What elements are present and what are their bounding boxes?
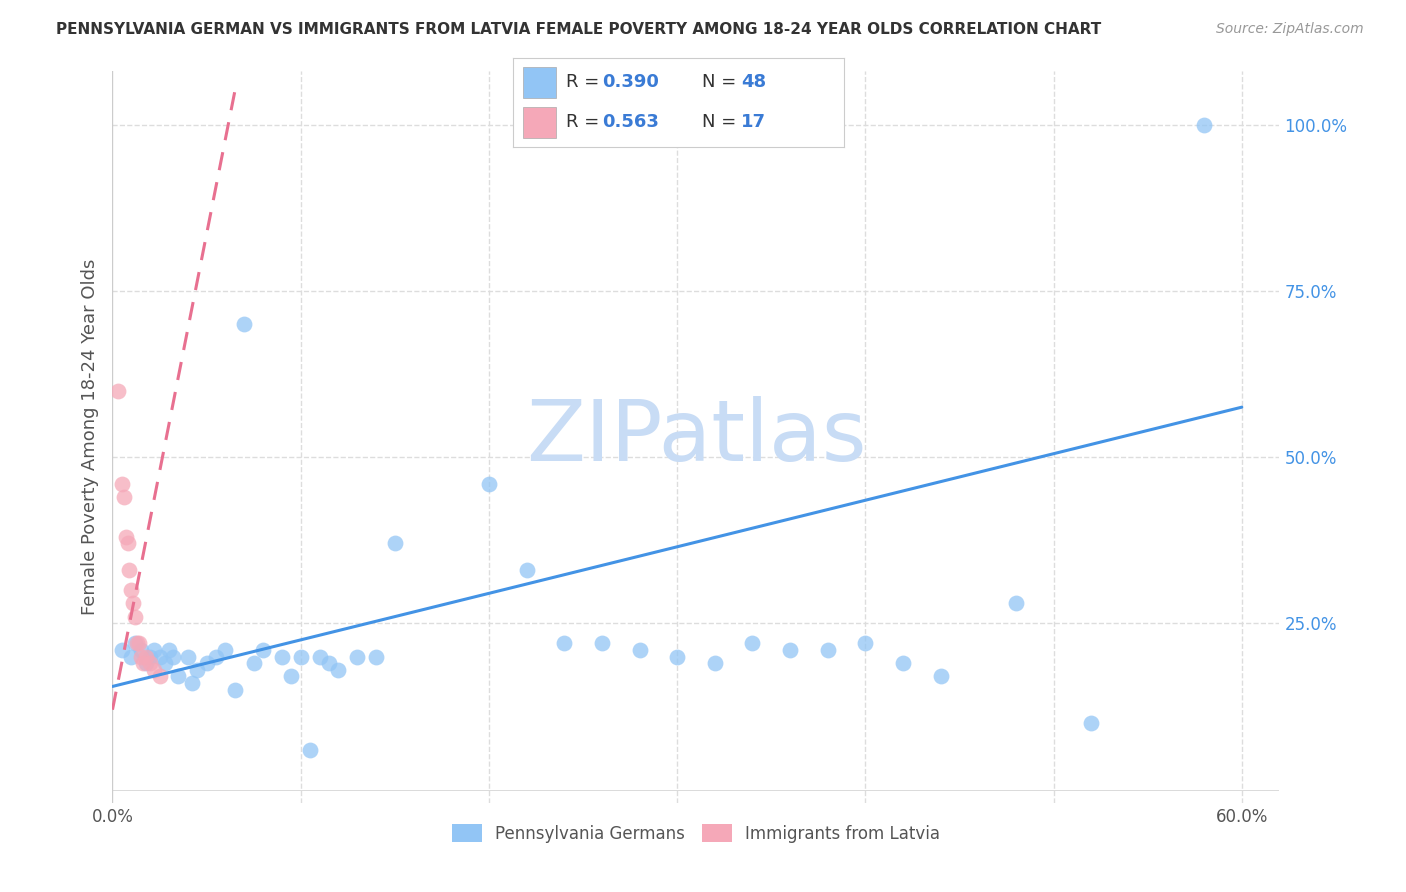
Point (270, 649, 292, 664)
Point (252, 643, 274, 657)
Point (131, 656, 153, 670)
Point (346, 649, 368, 664)
Text: Source: ZipAtlas.com: Source: ZipAtlas.com (1216, 22, 1364, 37)
Point (122, 596, 145, 610)
Point (128, 636, 150, 650)
Point (929, 669, 952, 683)
Point (111, 643, 134, 657)
Point (162, 649, 184, 664)
Point (195, 656, 218, 670)
Point (1005, 596, 1028, 610)
Point (1192, 118, 1215, 132)
Point (120, 582, 142, 597)
Point (148, 649, 170, 664)
Point (111, 476, 134, 491)
Text: 17: 17 (741, 113, 766, 131)
Text: 0.563: 0.563 (602, 113, 659, 131)
Point (853, 636, 876, 650)
Bar (523, 107, 557, 138)
Text: PENNSYLVANIA GERMAN VS IMMIGRANTS FROM LATVIA FEMALE POVERTY AMONG 18-24 YEAR OL: PENNSYLVANIA GERMAN VS IMMIGRANTS FROM L… (56, 22, 1101, 37)
Bar (523, 67, 557, 98)
Point (139, 656, 162, 670)
Point (157, 643, 180, 657)
Point (318, 656, 340, 670)
Point (180, 676, 202, 690)
Point (135, 656, 157, 670)
Point (328, 663, 350, 677)
Point (741, 636, 763, 650)
Point (117, 536, 139, 550)
Text: N =: N = (702, 73, 741, 91)
Point (242, 656, 264, 670)
Point (364, 649, 387, 664)
Point (120, 649, 142, 664)
Text: R =: R = (567, 73, 605, 91)
Point (666, 649, 689, 664)
Point (186, 663, 208, 677)
Point (114, 530, 136, 544)
Text: 0.390: 0.390 (602, 73, 659, 91)
Point (177, 649, 200, 664)
Y-axis label: Female Poverty Among 18-24 Year Olds: Female Poverty Among 18-24 Year Olds (80, 259, 98, 615)
Point (142, 663, 165, 677)
Point (299, 742, 322, 756)
Point (129, 649, 152, 664)
Text: R =: R = (567, 113, 605, 131)
Text: ZIPatlas: ZIPatlas (526, 395, 866, 479)
Point (280, 669, 302, 683)
Point (129, 643, 152, 657)
Point (142, 643, 165, 657)
Point (124, 609, 146, 624)
Point (139, 649, 162, 664)
Point (591, 636, 613, 650)
Point (124, 636, 146, 650)
Text: 48: 48 (741, 73, 766, 91)
Point (135, 649, 157, 664)
Point (1080, 716, 1102, 731)
Point (148, 669, 170, 683)
Legend: Pennsylvania Germans, Immigrants from Latvia: Pennsylvania Germans, Immigrants from La… (446, 818, 946, 849)
Point (233, 317, 256, 331)
Point (384, 536, 406, 550)
Point (290, 649, 312, 664)
Point (167, 669, 190, 683)
Point (112, 490, 135, 504)
Point (703, 656, 725, 670)
Text: N =: N = (702, 113, 741, 131)
Point (205, 649, 228, 664)
Point (817, 643, 839, 657)
Point (516, 563, 538, 577)
Point (153, 656, 176, 670)
Point (107, 384, 129, 398)
Point (125, 636, 148, 650)
Point (224, 682, 246, 697)
Point (628, 643, 651, 657)
Point (118, 563, 141, 577)
Point (891, 656, 914, 670)
Point (214, 643, 236, 657)
Point (779, 643, 801, 657)
Point (308, 649, 330, 664)
Point (478, 476, 501, 491)
Point (553, 636, 575, 650)
